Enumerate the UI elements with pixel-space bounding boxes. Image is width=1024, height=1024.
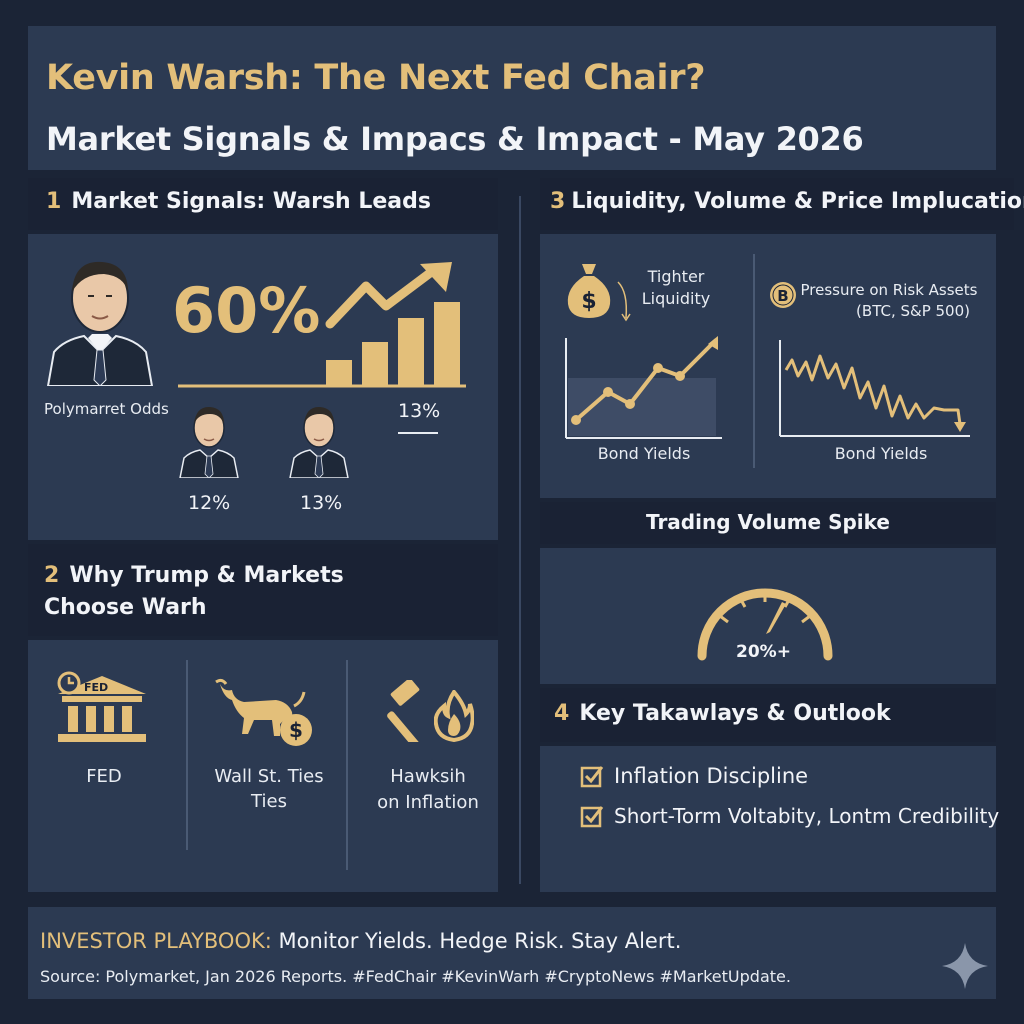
dollar-coin-icon: $ [280, 714, 312, 746]
takeaways-panel [540, 746, 996, 892]
person-portrait-icon [46, 261, 154, 386]
takeaway-text-1: Inflation Discipline [614, 764, 809, 788]
section4-title: Key Takawlays & Outlook [579, 701, 891, 726]
gauge-value: 20%+ [736, 642, 791, 662]
checkbox-icon [580, 806, 604, 828]
person-portrait-icon [179, 406, 239, 478]
divider [346, 660, 348, 870]
clock-icon [57, 671, 81, 695]
section1-title: Market Signals: Warsh Leads [71, 189, 431, 214]
playbook-label: INVESTOR PLAYBOOK: [40, 929, 272, 953]
svg-text:$: $ [581, 289, 596, 314]
divider [753, 254, 755, 468]
center-divider [519, 196, 521, 884]
divider [186, 660, 188, 850]
item-hawkish-label-line1: Hawksih [390, 766, 466, 787]
candidate3-percentage: 13% [300, 492, 343, 514]
volume-title: Trading Volume Spike [646, 510, 890, 534]
checkbox-icon [580, 766, 604, 788]
tighter-liquidity-line2: Liquidity [641, 289, 711, 308]
risk-assets-line1: Pressure on Risk Assets [800, 281, 978, 299]
page-subtitle: Market Signals & Impacs & Impact - May 2… [46, 120, 864, 158]
source-text: Source: Polymarket, Jan 2026 Reports. #F… [40, 967, 791, 986]
odds-label: Polymarret Odds [44, 400, 169, 418]
svg-text:B: B [777, 287, 788, 305]
volume-gauge-panel: 20%+ [540, 548, 996, 684]
section4-number: 4 [554, 701, 570, 726]
down-arrow-icon [617, 281, 631, 322]
gauge-icon [697, 588, 833, 661]
bitcoin-icon: B [770, 282, 796, 308]
svg-text:$: $ [289, 718, 303, 742]
section3-number: 3 [550, 189, 566, 214]
section1-number: 1 [46, 189, 62, 214]
money-bag-icon: $ [567, 264, 611, 318]
section4-header: 4 Key Takawlays & Outlook [540, 688, 996, 742]
section2-title-line1: Why Trump & Markets [69, 563, 344, 588]
left-chart-xlabel: Bond Yields [597, 444, 691, 463]
flame-icon [434, 690, 474, 742]
right-chart-xlabel: Bond Yields [834, 444, 928, 463]
takeaway-item: Inflation Discipline [580, 764, 808, 788]
bar-percentage-underline [398, 432, 438, 434]
item-fed-label: FED [86, 766, 122, 787]
market-signals-panel: Polymarret Odds 60% 13% 12% 13% [28, 234, 498, 540]
section2-number: 2 [44, 563, 60, 588]
big-percentage: 60% [172, 274, 321, 347]
bar-percentage: 13% [398, 400, 441, 422]
item-wallst-label-line2: Ties [251, 791, 287, 812]
section3-title: Liquidity, Volume & Price Implucations [571, 189, 1024, 214]
takeaway-text-2: Short-Torm Voltabity, Lontm Credibility [614, 804, 1000, 828]
bull-icon [215, 678, 306, 736]
why-warsh-panel: FED FED $ Wall St. Ties Ties Hawksih on … [28, 640, 498, 892]
bank-sign: FED [84, 681, 109, 694]
takeaway-item: Short-Torm Voltabity, Lontm Credibility [580, 804, 999, 828]
risk-assets-line2: (BTC, S&P 500) [856, 302, 970, 320]
item-hawkish-label-line2: on Inflation [377, 792, 479, 813]
section1-header: 1 Market Signals: Warsh Leads [28, 178, 498, 230]
bank-building-icon [58, 676, 146, 742]
item-wallst-label-line1: Wall St. Ties [214, 766, 324, 787]
volume-title-bar: Trading Volume Spike [540, 502, 996, 544]
header-panel: Kevin Warsh: The Next Fed Chair? Market … [28, 26, 996, 170]
liquidity-panel: $ Tighter Liquidity Bond Yields B Pressu… [540, 234, 996, 498]
tighter-liquidity-line1: Tighter [647, 267, 705, 286]
section2-header: 2 Why Trump & Markets Choose Warh [28, 544, 498, 636]
trend-arrow-icon [325, 262, 452, 329]
gavel-icon [387, 680, 420, 742]
section3-header: 3 Liquidity, Volume & Price Implucations [540, 178, 1024, 230]
bond-yield-rising-chart [565, 336, 722, 439]
person-portrait-icon [289, 406, 349, 478]
footer-panel: INVESTOR PLAYBOOK: Monitor Yields. Hedge… [28, 907, 996, 999]
sparkle-icon [942, 943, 988, 989]
candidate2-percentage: 12% [188, 492, 231, 514]
playbook-text: Monitor Yields. Hedge Risk. Stay Alert. [278, 929, 682, 953]
section2-title-line2: Choose Warh [44, 595, 207, 620]
bar-chart-icon [178, 302, 466, 388]
risk-assets-falling-chart [779, 340, 970, 437]
page-title: Kevin Warsh: The Next Fed Chair? [46, 58, 706, 98]
